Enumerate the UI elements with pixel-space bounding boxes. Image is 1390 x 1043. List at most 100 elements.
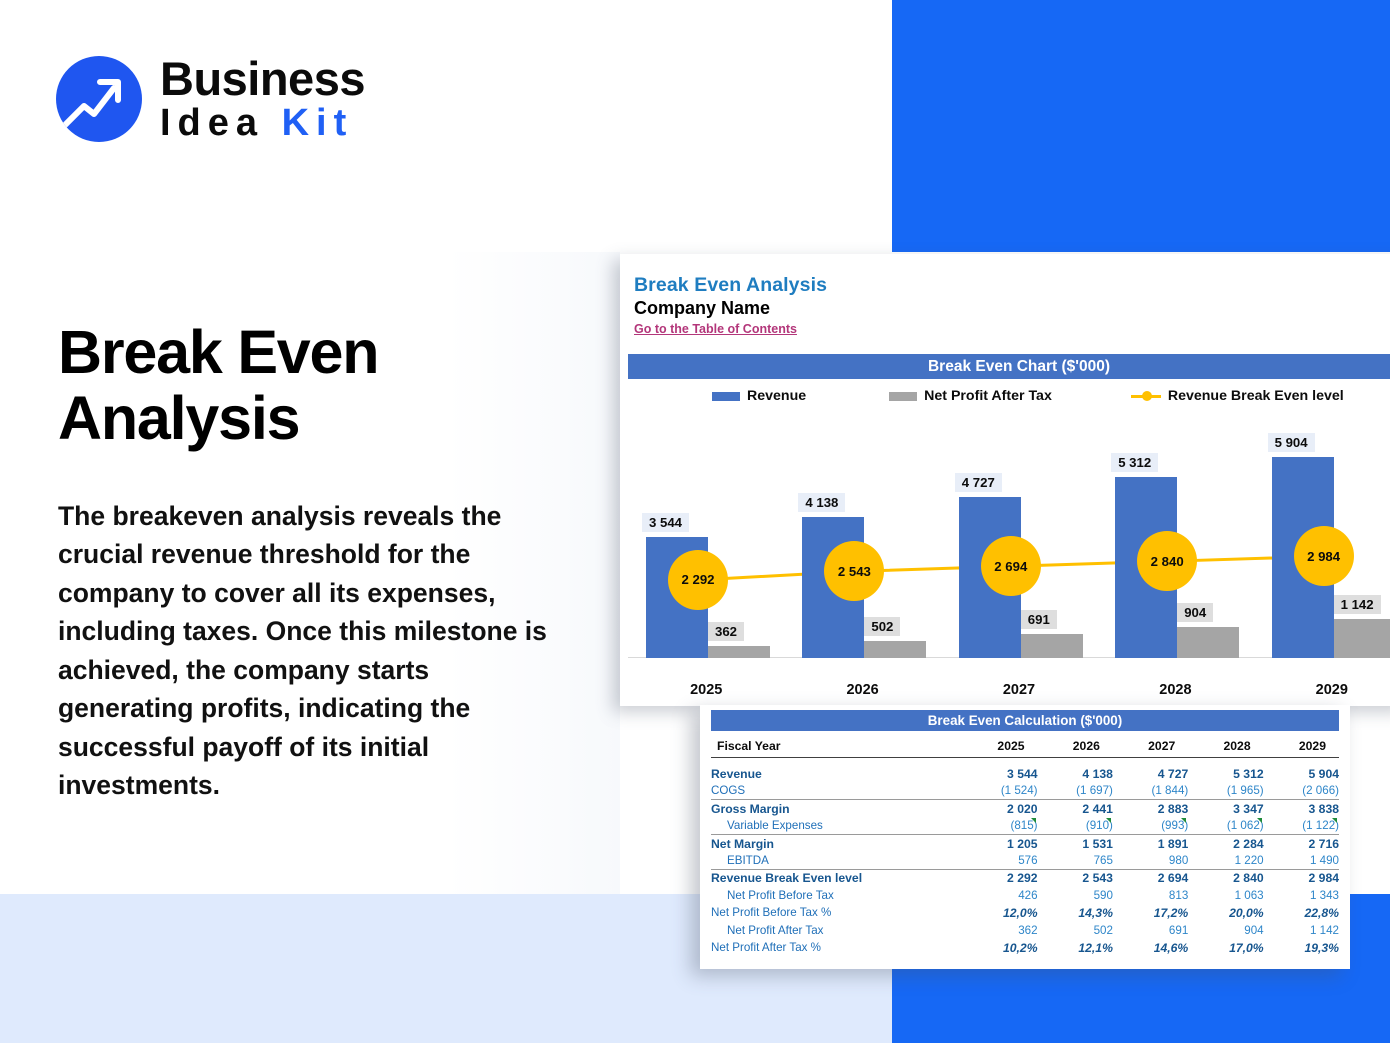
error-flag-icon [1256,818,1262,824]
cell-cogs-2028: (1 965) [1226,784,1264,798]
sheet-header: Break Even Analysis Company Name Go to t… [620,254,1390,338]
company-name: Company Name [634,298,771,318]
cell-gross-margin-2025: 2 020 [962,799,1038,818]
cell-net-profit-before-tax-2027: 17,2% [1153,905,1189,920]
x-axis-label-2026: 2026 [846,682,879,698]
cell-revenue-break-even-level-2029: 2 984 [1263,868,1339,887]
cell-net-margin-2027: 1 891 [1112,834,1189,852]
row-label-net-profit-after-tax: Net Profit After Tax % [711,941,821,955]
net-profit-data-label-2029: 1 142 [1333,595,1381,615]
cell-net-profit-before-tax-2026: 590 [1093,888,1113,902]
cell-net-profit-after-tax-2027: 691 [1168,923,1189,937]
row-label-revenue: Revenue [711,766,762,781]
row-label-net-margin: Net Margin [711,834,963,852]
cell-net-profit-before-tax-2028: 20,0% [1229,905,1264,920]
legend-item-break-even-level[interactable]: Revenue Break Even level [1130,388,1344,404]
cell-net-profit-after-tax-2025: 10,2% [1002,940,1038,955]
table-header-row: Fiscal Year 2025 2026 2027 2028 2029 [711,735,1339,758]
cell-net-profit-after-tax-2026: 12,1% [1078,940,1113,955]
cell-gross-margin-2026: 2 441 [1037,799,1113,818]
cell-ebitda-2028: 1 220 [1234,853,1264,867]
chart-title: Break Even Chart ($'000) [628,354,1390,379]
legend-swatch-net-profit-after-tax [889,391,918,401]
net-profit-data-label-2028: 904 [1177,603,1214,623]
error-flag-icon [1181,818,1187,824]
table-row-header: Fiscal Year [711,735,963,758]
revenue-data-label-2028: 5 312 [1111,453,1159,473]
table-col-2027: 2027 [1112,735,1189,758]
chart-legend: Revenue Net Profit After Tax Revenue Bre… [628,385,1348,407]
table-row: Revenue 3 544 4 138 4 727 5 312 5 904 [711,765,1339,782]
cell-ebitda-2029: 1 490 [1309,853,1339,867]
cell-cogs-2026: (1 697) [1076,784,1113,798]
legend-label-net-profit-after-tax: Net Profit After Tax [924,388,1052,404]
cell-variable-expenses-2029: (1 122) [1302,818,1339,833]
cell-variable-expenses-2025: (815) [1010,818,1038,833]
cell-net-profit-before-tax-2026: 14,3% [1078,905,1113,920]
cell-variable-expenses-2028: (1 062) [1226,818,1264,833]
cell-revenue-2026: 4 138 [1082,766,1113,781]
table-row: Net Profit After Tax 362 502 691 904 1 142 [711,922,1339,939]
error-flag-icon [1332,818,1337,824]
cell-net-profit-after-tax-2029: 19,3% [1304,940,1339,955]
table-of-contents-link[interactable]: Go to the Table of Contents [634,322,797,336]
table-col-2026: 2026 [1037,735,1113,758]
net-profit-after-tax-bar-2025[interactable] [708,645,770,658]
break-even-marker-2029[interactable]: 2 984 [1293,526,1354,587]
net-profit-data-label-2027: 691 [1020,610,1057,630]
error-flag-icon [1105,818,1111,824]
cell-variable-expenses-2027: (993) [1161,818,1189,833]
cell-net-margin-2026: 1 531 [1037,834,1113,852]
cell-net-profit-after-tax-2028: 17,0% [1229,940,1264,955]
table-col-2028: 2028 [1188,735,1264,758]
table-row: Variable Expenses (815) (910) (993) (1 062) (… [711,817,1339,834]
net-profit-data-label-2026: 502 [864,616,901,636]
row-label-variable-expenses: Variable Expenses [727,819,823,833]
table-col-2029: 2029 [1263,735,1339,758]
break-even-marker-2028[interactable]: 2 840 [1137,531,1198,592]
legend-item-net-profit-after-tax[interactable]: Net Profit After Tax [889,388,1052,404]
cell-net-profit-before-tax-2025: 12,0% [1002,905,1038,920]
cell-cogs-2025: (1 524) [1000,784,1038,798]
cell-net-profit-before-tax-2028: 1 063 [1234,888,1264,902]
net-profit-after-tax-bar-2029[interactable] [1333,619,1390,658]
brand-name-line1: Business [160,52,365,105]
calculation-panel: Break Even Calculation ($'000) Fiscal Ye… [700,705,1350,969]
row-label-gross-margin: Gross Margin [711,799,963,818]
legend-item-revenue[interactable]: Revenue [712,388,806,404]
table-row: COGS (1 524) (1 697) (1 844) (1 965) (2 066) [711,782,1339,799]
revenue-data-label-2029: 5 904 [1267,433,1315,452]
background-panel-left [0,252,620,894]
legend-swatch-revenue [712,391,740,401]
net-profit-after-tax-bar-2027[interactable] [1020,634,1083,658]
row-label-net-profit-before-tax: Net Profit Before Tax % [711,906,832,920]
net-profit-after-tax-bar-2026[interactable] [864,640,927,658]
x-axis-label-2028: 2028 [1159,682,1192,698]
cell-cogs-2027: (1 844) [1151,784,1189,798]
cell-net-profit-after-tax-2027: 14,6% [1153,940,1189,955]
cell-revenue-2027: 4 727 [1157,766,1189,781]
legend-label-break-even-level: Revenue Break Even level [1167,388,1344,404]
x-axis-label-2029: 2029 [1315,682,1348,698]
cell-revenue-2025: 3 544 [1007,766,1038,781]
cell-net-margin-2025: 1 205 [962,834,1038,852]
break-even-marker-2026[interactable]: 2 543 [824,541,885,602]
table-spacer-row [711,757,1339,765]
x-axis-label-2027: 2027 [1002,682,1036,698]
page-title: Break Even Analysis [58,318,380,452]
chart-panel: Break Even Analysis Company Name Go to t… [620,254,1390,706]
net-profit-after-tax-bar-2028[interactable] [1177,627,1240,658]
break-even-marker-2027[interactable]: 2 694 [980,536,1041,597]
background-block-top-right [892,0,1390,252]
cell-net-profit-before-tax-2027: 813 [1168,888,1189,902]
table-row: Net Profit Before Tax 426 590 813 1 063 1 343 [711,887,1339,904]
revenue-data-label-2027: 4 727 [954,473,1002,493]
net-profit-data-label-2025: 362 [708,621,745,641]
table-row: Net Profit After Tax % 10,2% 12,1% 14,6% 17,… [711,939,1339,956]
table-row: Net Profit Before Tax % 12,0% 14,3% 17,2% 20… [711,904,1339,921]
brand-idea: Idea [160,102,265,144]
growth-arrow-icon [56,55,142,142]
cell-revenue-2029: 5 904 [1308,766,1340,781]
break-even-marker-2025[interactable]: 2 292 [668,549,728,610]
